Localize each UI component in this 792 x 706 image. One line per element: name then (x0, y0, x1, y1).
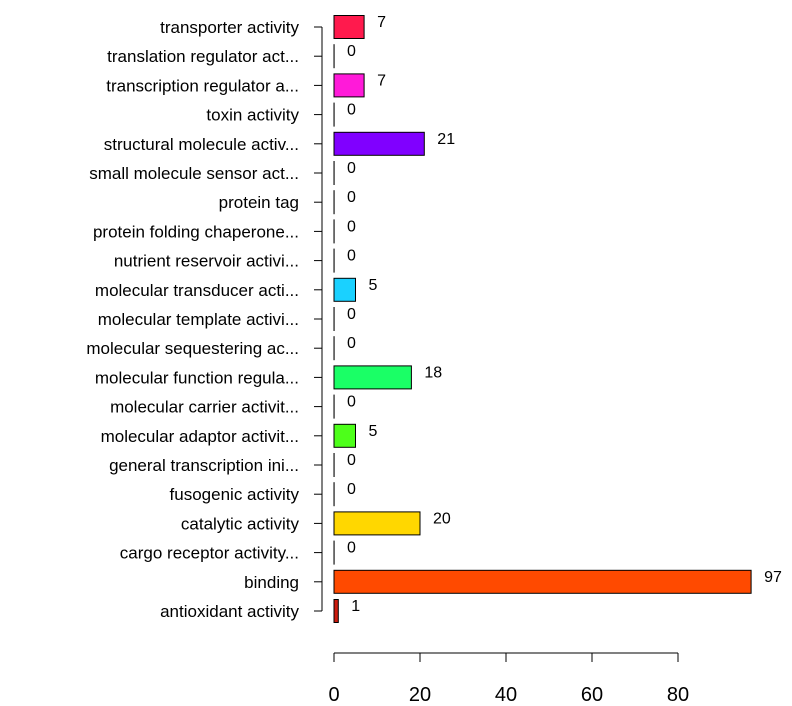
value-label: 0 (347, 452, 356, 469)
value-label: 0 (347, 335, 356, 352)
value-label: 0 (347, 248, 356, 265)
value-label: 0 (347, 43, 356, 60)
category-label: general transcription ini... (109, 456, 299, 475)
category-label: protein folding chaperone... (93, 222, 299, 241)
value-label: 0 (347, 160, 356, 177)
category-label: toxin activity (206, 106, 299, 125)
value-label: 97 (764, 569, 782, 586)
category-label: catalytic activity (181, 514, 300, 533)
bar (333, 511, 421, 536)
category-label: molecular function regula... (95, 368, 299, 387)
value-label: 0 (347, 540, 356, 557)
bar (333, 15, 365, 39)
value-label: 7 (377, 72, 386, 89)
x-axis: 0 20 40 60 80 (328, 652, 689, 706)
x-tick-label: 60 (581, 684, 603, 706)
bar (333, 599, 339, 623)
category-axis: antioxidant activity binding cargo recepto… (86, 18, 323, 621)
value-label: 0 (347, 394, 356, 411)
value-label: 0 (347, 218, 356, 235)
x-tick-label: 20 (409, 684, 431, 706)
category-label: nutrient reservoir activi... (114, 252, 299, 271)
x-tick-label: 40 (495, 684, 517, 706)
value-label: 0 (347, 306, 356, 323)
value-label: 21 (437, 131, 455, 148)
bar (333, 73, 365, 98)
value-label: 18 (424, 364, 442, 381)
bar (333, 365, 412, 390)
value-label: 0 (347, 481, 356, 498)
category-label: fusogenic activity (170, 485, 300, 504)
category-label: transcription regulator a... (106, 76, 299, 95)
value-label: 0 (347, 189, 356, 206)
category-label: transporter activity (160, 18, 299, 37)
category-label: binding (244, 573, 299, 592)
category-label: molecular transducer acti... (95, 281, 299, 300)
category-label: small molecule sensor act... (89, 164, 299, 183)
category-label: molecular template activi... (98, 310, 299, 329)
bar (333, 131, 425, 156)
category-label: molecular adaptor activit... (101, 427, 299, 446)
category-label: protein tag (219, 193, 299, 212)
bar (333, 423, 356, 448)
bar (333, 277, 356, 302)
value-label: 1 (351, 598, 360, 615)
bars-group (333, 15, 752, 623)
category-label: molecular sequestering ac... (86, 339, 299, 358)
x-tick-label: 0 (328, 684, 339, 706)
bar (333, 569, 752, 594)
value-label: 5 (369, 277, 378, 294)
category-label: structural molecule activ... (104, 135, 299, 154)
x-tick-label: 80 (667, 684, 689, 706)
value-label: 20 (433, 510, 451, 527)
value-label: 5 (369, 423, 378, 440)
category-label: molecular carrier activit... (110, 398, 299, 417)
category-label: translation regulator act... (107, 47, 299, 66)
category-label: antioxidant activity (160, 602, 299, 621)
value-label: 0 (347, 102, 356, 119)
category-label: cargo receptor activity... (120, 544, 299, 563)
value-label: 7 (377, 14, 386, 31)
